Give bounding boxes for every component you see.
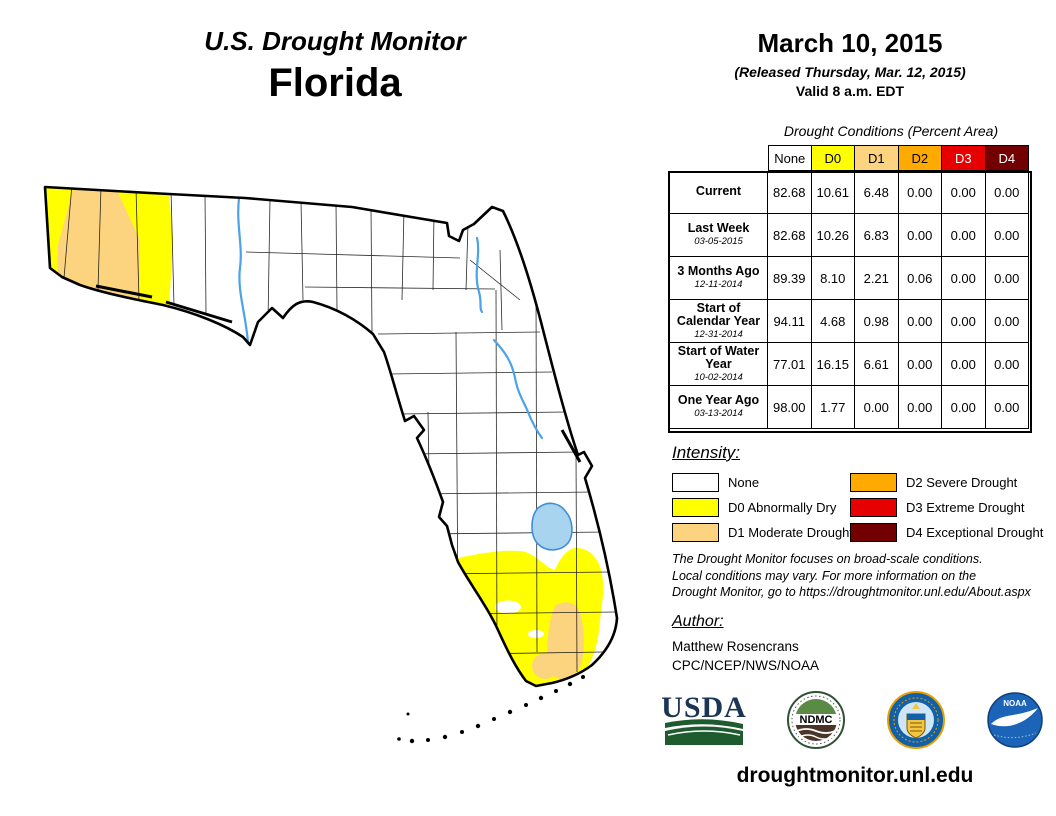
row-label-3-months-ago: 3 Months Ago 12-11-2014	[670, 257, 768, 300]
value-cell: 0.00	[985, 214, 1029, 257]
row-label-current: Current	[670, 171, 768, 214]
legend-swatch-d0	[672, 498, 719, 517]
value-cell: 0.00	[898, 343, 942, 386]
value-cell: 4.68	[811, 300, 855, 343]
map-title: U.S. Drought Monitor	[204, 26, 466, 56]
st-johns-river-north	[475, 236, 484, 314]
value-cell: 0.00	[898, 300, 942, 343]
value-cell: 0.00	[942, 214, 986, 257]
value-cell: 0.00	[985, 343, 1029, 386]
st-johns-river-south	[492, 338, 544, 440]
column-header-d4: D4	[985, 145, 1029, 171]
value-cell: 0.00	[942, 257, 986, 300]
value-cell: 0.00	[985, 386, 1029, 429]
author-block: Author: Matthew Rosencrans CPC/NCEP/NWS/…	[672, 613, 819, 673]
state-outline	[43, 185, 619, 688]
date-block: March 10, 2015 (Released Thursday, Mar. …	[695, 28, 1005, 99]
svg-text:USDA: USDA	[662, 691, 746, 724]
value-cell: 6.83	[855, 214, 899, 257]
column-header-d3: D3	[942, 145, 986, 171]
legend-swatch-d2	[850, 473, 897, 492]
value-cell: 0.98	[855, 300, 899, 343]
value-cell: 0.00	[898, 214, 942, 257]
legend-item-none: None	[672, 473, 850, 492]
row-label-start-calendar-year: Start of Calendar Year 12-31-2014	[670, 300, 768, 343]
legend-item-d4: D4 Exceptional Drought	[850, 523, 1050, 542]
value-cell: 0.00	[898, 171, 942, 214]
table-corner-cell	[670, 145, 768, 171]
disclaimer-text: The Drought Monitor focuses on broad-sca…	[672, 552, 1031, 599]
release-date: (Released Thursday, Mar. 12, 2015)	[734, 64, 966, 80]
author-heading: Author:	[672, 613, 724, 630]
value-cell: 8.10	[811, 257, 855, 300]
usda-logo: USDA	[662, 691, 746, 745]
value-cell: 82.68	[768, 214, 812, 257]
column-header-d0: D0	[811, 145, 855, 171]
legend-swatch-d3	[850, 498, 897, 517]
value-cell: 94.11	[768, 300, 812, 343]
value-cell: 1.77	[811, 386, 855, 429]
value-cell: 6.61	[855, 343, 899, 386]
value-cell: 10.61	[811, 171, 855, 214]
value-cell: 0.00	[898, 386, 942, 429]
legend-item-d0: D0 Abnormally Dry	[672, 498, 850, 517]
lake-okeechobee	[531, 502, 573, 551]
value-cell: 2.21	[855, 257, 899, 300]
value-cell: 0.06	[898, 257, 942, 300]
legend-swatch-none	[672, 473, 719, 492]
value-cell: 77.01	[768, 343, 812, 386]
legend-swatch-d4	[850, 523, 897, 542]
value-cell: 10.26	[811, 214, 855, 257]
rivers	[237, 196, 544, 440]
value-cell: 0.00	[855, 386, 899, 429]
author-org: CPC/NCEP/NWS/NOAA	[672, 658, 820, 673]
ndmc-logo: NDMC	[787, 691, 845, 749]
intensity-legend: Intensity: None D0 Abnormally Dry D1 Mod…	[672, 443, 1050, 545]
legend-item-d2: D2 Severe Drought	[850, 473, 1050, 492]
legend-heading: Intensity:	[672, 443, 741, 462]
row-label-start-water-year: Start of Water Year 10-02-2014	[670, 343, 768, 386]
value-cell: 98.00	[768, 386, 812, 429]
region-title: Florida	[268, 61, 402, 105]
legend-item-d3: D3 Extreme Drought	[850, 498, 1050, 517]
drought-conditions-table: None D0 D1 D2 D3 D4 Current 82.68 10.61 …	[668, 145, 1032, 433]
svg-text:NOAA: NOAA	[1003, 699, 1027, 708]
value-cell: 0.00	[942, 300, 986, 343]
value-cell: 16.15	[811, 343, 855, 386]
value-cell: 89.39	[768, 257, 812, 300]
florida-keys	[397, 675, 585, 744]
agency-logos: USDA NDMC NOAA	[662, 690, 1044, 750]
none-hole-center	[528, 630, 544, 638]
footer-url: droughtmonitor.unl.edu	[736, 764, 974, 787]
value-cell: 0.00	[985, 300, 1029, 343]
table-caption: Drought Conditions (Percent Area)	[783, 123, 999, 139]
column-header-none: None	[768, 145, 812, 171]
column-header-d1: D1	[855, 145, 899, 171]
svg-text:NDMC: NDMC	[800, 714, 833, 726]
value-cell: 6.48	[855, 171, 899, 214]
legend-item-d1: D1 Moderate Drought	[672, 523, 853, 542]
value-cell: 82.68	[768, 171, 812, 214]
map-date: March 10, 2015	[757, 28, 943, 58]
value-cell: 0.00	[942, 171, 986, 214]
value-cell: 0.00	[942, 343, 986, 386]
d1-region-tip	[532, 653, 558, 679]
valid-time: Valid 8 a.m. EDT	[795, 83, 905, 99]
column-header-d2: D2	[898, 145, 942, 171]
commerce-seal-logo	[887, 691, 945, 749]
noaa-logo: NOAA	[987, 692, 1043, 748]
map-title-block: U.S. Drought Monitor Florida	[140, 26, 530, 106]
apalachicola-river	[237, 196, 250, 345]
author-name: Matthew Rosencrans	[672, 639, 799, 654]
value-cell: 0.00	[985, 171, 1029, 214]
row-label-last-week: Last Week 03-05-2015	[670, 214, 768, 257]
none-hole-west	[495, 600, 521, 614]
legend-swatch-d1	[672, 523, 719, 542]
value-cell: 0.00	[942, 386, 986, 429]
row-label-one-year-ago: One Year Ago 03-13-2014	[670, 386, 768, 429]
value-cell: 0.00	[985, 257, 1029, 300]
